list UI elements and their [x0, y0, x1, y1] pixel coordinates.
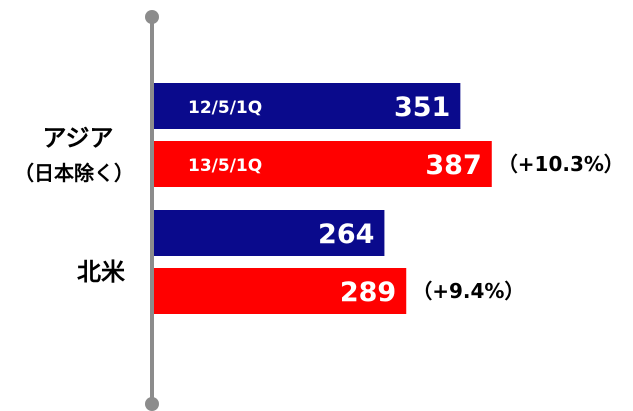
category-label: 北米	[77, 258, 125, 286]
axis-top-dot	[145, 10, 159, 24]
bar-prior-0	[154, 83, 461, 129]
bar-prior-1	[154, 210, 385, 256]
growth-label: （+10.3%）	[498, 152, 624, 176]
bar-value-label: 289	[340, 277, 396, 308]
bar-value-label: 264	[318, 219, 374, 250]
bar-current-1	[154, 268, 407, 314]
axis-bottom-dot	[145, 397, 159, 411]
bar-value-label: 351	[394, 92, 450, 123]
bar-current-0	[154, 141, 492, 187]
series-label: 12/5/1Q	[188, 98, 262, 118]
category-sublabel: （日本除く）	[14, 161, 134, 185]
growth-label: （+9.4%）	[412, 279, 524, 303]
series-label: 13/5/1Q	[188, 156, 262, 176]
bar-value-label: 387	[425, 150, 481, 181]
category-label: アジア	[42, 124, 113, 152]
